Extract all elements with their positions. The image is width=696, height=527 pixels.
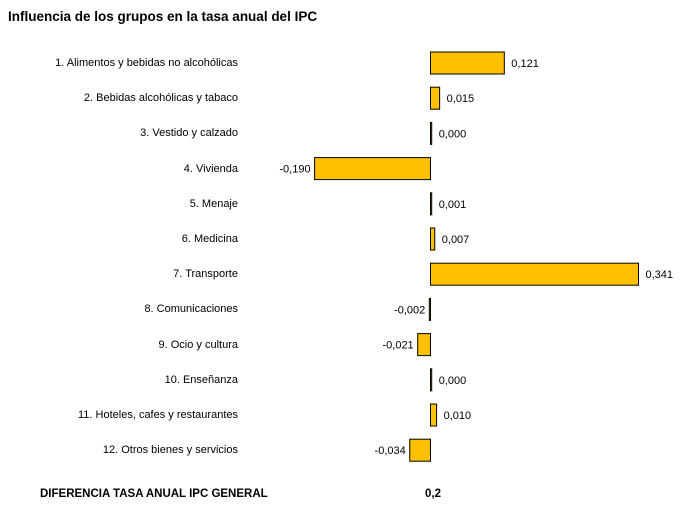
value-label: -0,190	[279, 164, 310, 176]
value-label: -0,002	[394, 304, 425, 316]
value-label: 0,000	[439, 375, 467, 387]
bar	[430, 368, 433, 392]
category-label: 4. Vivienda	[183, 162, 238, 175]
category-label: 9. Ocio y cultura	[158, 338, 238, 351]
category-label: 1. Alimentos y bebidas no alcohólicas	[55, 57, 238, 69]
chart-title: Influencia de los grupos en la tasa anua…	[8, 9, 318, 24]
bar	[430, 121, 433, 145]
bar	[430, 192, 433, 216]
bar	[430, 51, 505, 75]
category-label: 11. Hoteles, cafes y restaurantes	[78, 409, 238, 421]
footer-label: DIFERENCIA TASA ANUAL IPC GENERAL	[40, 488, 268, 500]
bar	[314, 157, 432, 181]
category-label: 3. Vestido y calzado	[140, 127, 238, 140]
bar	[417, 333, 432, 357]
value-label: -0,034	[375, 445, 406, 457]
category-label: 5. Menaje	[189, 197, 238, 210]
category-label: 12. Otros bienes y servicios	[102, 444, 238, 457]
value-label: 0,121	[511, 58, 539, 70]
category-label: 7. Transporte	[173, 268, 238, 281]
value-label: 0,010	[444, 410, 472, 422]
bar	[430, 227, 436, 251]
bar	[430, 86, 441, 110]
footer-value: 0,2	[425, 488, 441, 500]
category-label: 6. Medicina	[181, 233, 238, 245]
value-label: 0,001	[439, 199, 467, 211]
value-label: 0,341	[646, 269, 674, 281]
category-label: 2. Bebidas alcohólicas y tabaco	[83, 92, 238, 105]
value-label: 0,007	[442, 234, 470, 246]
category-label: 10. Enseñanza	[164, 373, 238, 386]
value-label: -0,021	[382, 340, 413, 352]
value-label: 0,000	[439, 128, 467, 140]
bar	[430, 403, 438, 427]
value-label: 0,015	[447, 93, 475, 105]
bar	[409, 438, 432, 462]
bar	[430, 262, 640, 286]
category-label: 8. Comunicaciones	[144, 303, 238, 316]
bar	[428, 297, 431, 321]
